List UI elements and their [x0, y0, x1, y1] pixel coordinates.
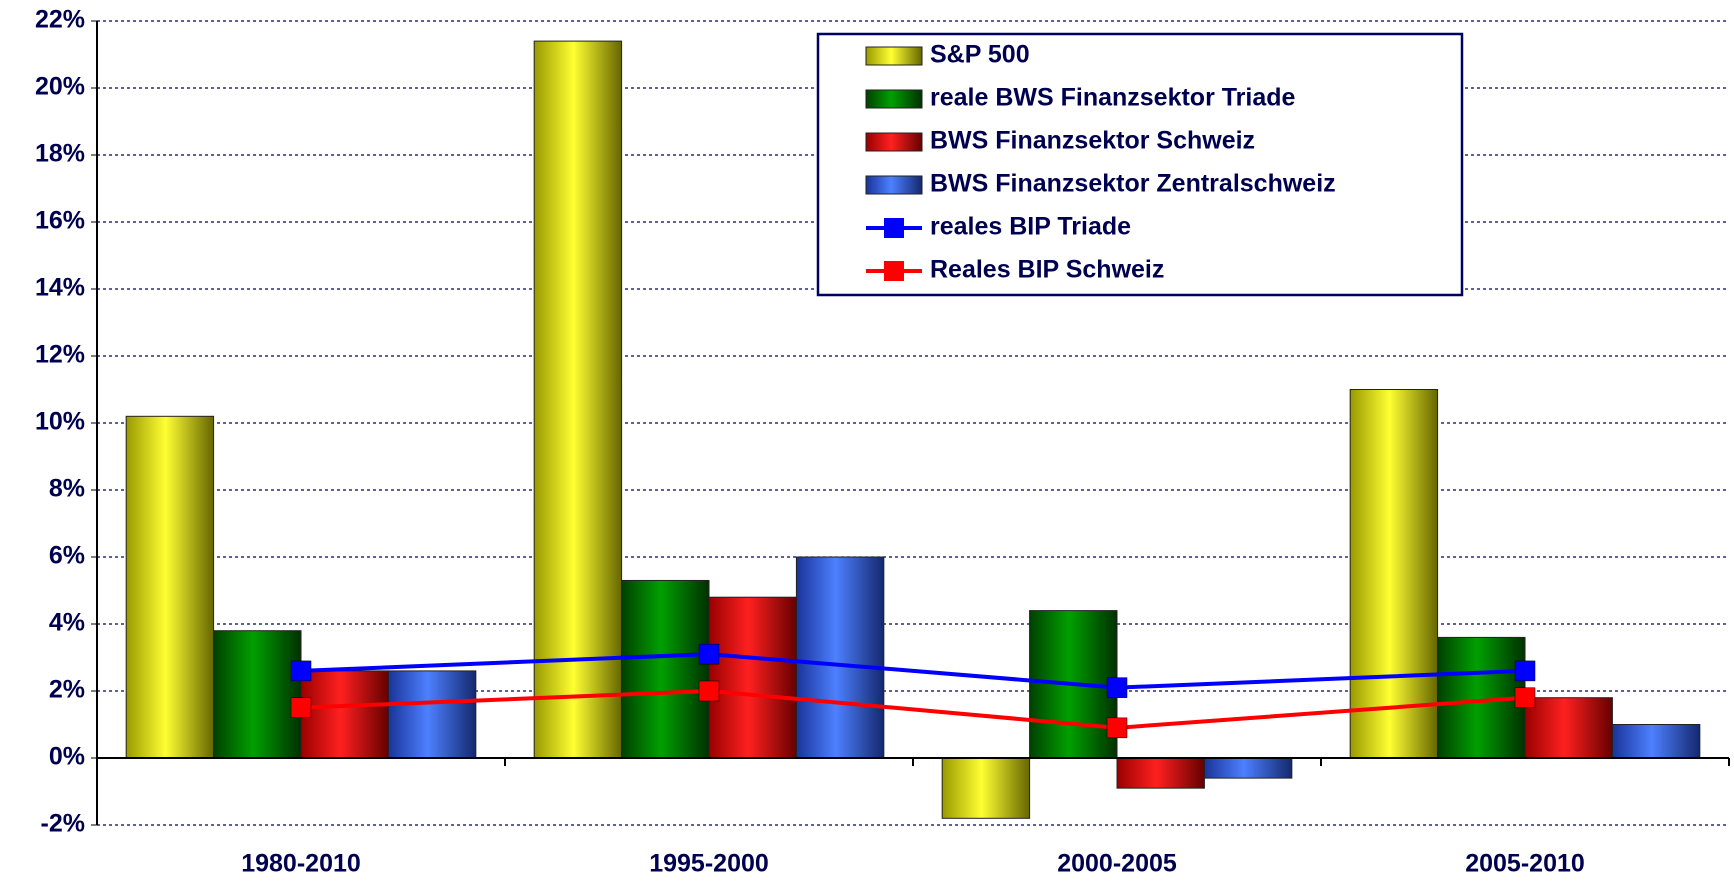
legend-swatch [865, 132, 923, 152]
legend-label: reale BWS Finanzsektor Triade [930, 84, 1295, 112]
bar [213, 630, 302, 759]
line-marker [698, 643, 720, 665]
y-tick-label: 0% [49, 743, 85, 771]
bar [621, 579, 710, 759]
y-tick-label: 2% [49, 676, 85, 704]
line-marker [1106, 717, 1128, 739]
line-marker [290, 660, 312, 682]
legend-swatch [865, 175, 923, 195]
legend-label: BWS Finanzsektor Schweiz [930, 127, 1255, 155]
legend-label: reales BIP Triade [930, 213, 1131, 241]
bar [795, 556, 885, 759]
legend-swatch [865, 46, 923, 66]
y-tick-label: 14% [35, 274, 85, 302]
bar [941, 757, 1031, 819]
line-marker [698, 680, 720, 702]
y-tick-label: 20% [35, 73, 85, 101]
legend-swatch [865, 89, 923, 109]
legend-box [816, 32, 1464, 297]
bar [387, 670, 477, 759]
bar [1611, 724, 1701, 759]
x-tick-label: 2005-2010 [1465, 850, 1585, 878]
bar [300, 670, 389, 759]
legend-label: BWS Finanzsektor Zentralschweiz [930, 170, 1336, 198]
y-tick-label: 10% [35, 408, 85, 436]
line-marker [1514, 687, 1536, 708]
y-tick-label: 16% [35, 207, 85, 235]
legend-marker [884, 218, 904, 238]
bar [1524, 697, 1613, 759]
y-tick-label: 12% [35, 341, 85, 369]
line-marker [290, 697, 312, 718]
y-tick-label: 4% [49, 609, 85, 637]
bar [125, 415, 215, 759]
x-tick-label: 2000-2005 [1057, 850, 1177, 878]
y-tick-label: -2% [41, 810, 85, 838]
legend-marker [884, 261, 904, 281]
bar [1116, 757, 1205, 789]
bar [1349, 389, 1439, 759]
line [300, 652, 1526, 690]
y-tick-label: 18% [35, 140, 85, 168]
legend-label: Reales BIP Schweiz [930, 256, 1164, 284]
x-tick-label: 1980-2010 [241, 850, 361, 878]
line-marker [1106, 677, 1128, 698]
bar [533, 40, 623, 759]
line [300, 688, 1526, 730]
bar [708, 596, 797, 759]
legend-label: S&P 500 [930, 41, 1030, 69]
bar [1203, 757, 1293, 779]
y-tick-label: 6% [49, 542, 85, 570]
x-tick-label: 1995-2000 [649, 850, 769, 878]
line-marker [1514, 660, 1536, 682]
y-tick-label: 22% [35, 6, 85, 34]
y-tick-label: 8% [49, 475, 85, 503]
